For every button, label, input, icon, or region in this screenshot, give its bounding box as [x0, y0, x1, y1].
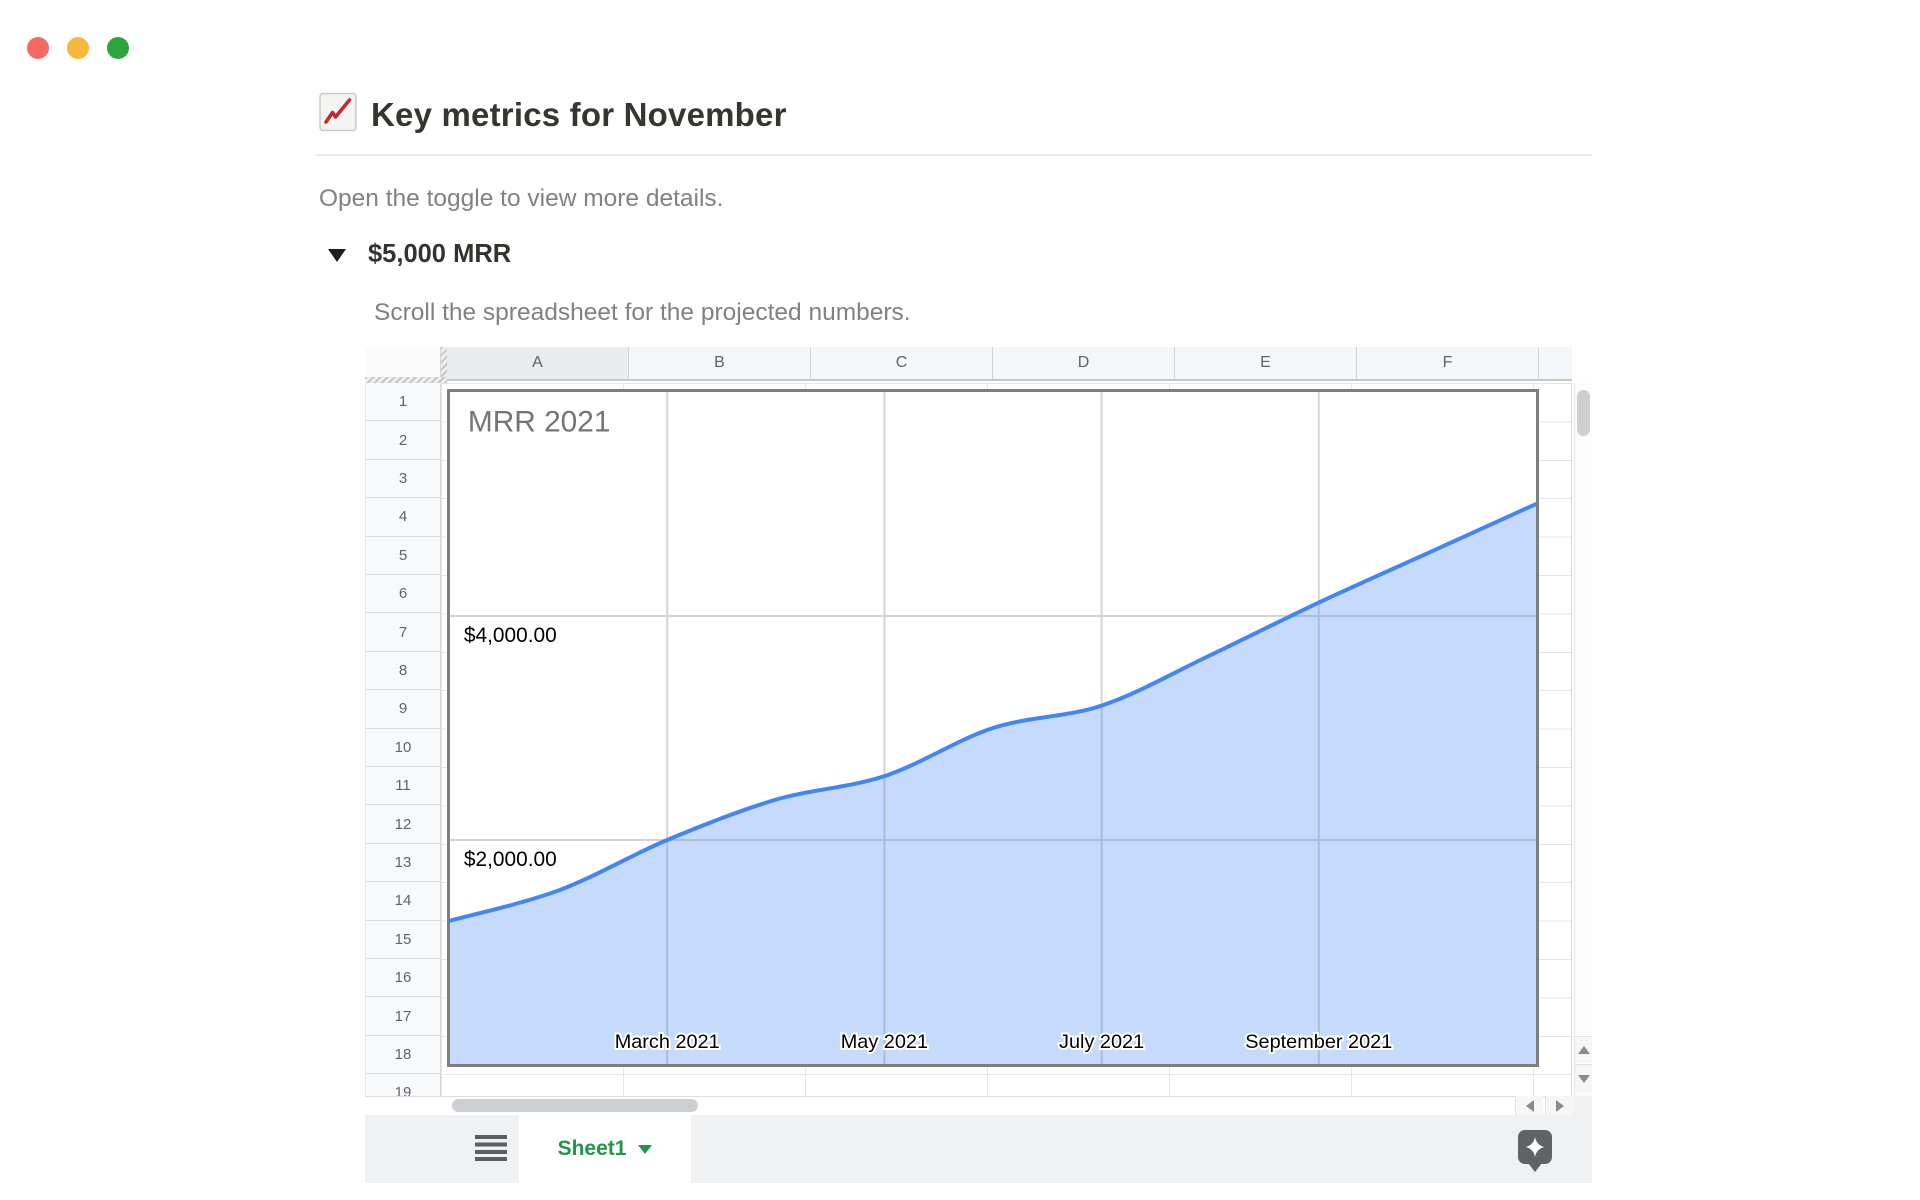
explore-button-tail — [1528, 1163, 1542, 1172]
row-header-2[interactable]: 2 — [365, 421, 441, 460]
row-header-19[interactable]: 19 — [365, 1074, 441, 1096]
explore-button[interactable] — [1518, 1130, 1552, 1164]
freeze-divider — [365, 377, 447, 383]
triangle-up-icon — [1577, 1046, 1590, 1054]
traffic-light-minimize-button[interactable] — [67, 37, 89, 59]
series-line — [450, 502, 1536, 923]
row-header-8[interactable]: 8 — [365, 651, 441, 691]
sheet-tab[interactable]: Sheet1 — [519, 1115, 691, 1183]
traffic-light-zoom-button[interactable] — [107, 37, 129, 59]
column-header-A[interactable]: A — [447, 347, 629, 381]
row-header-18[interactable]: 18 — [365, 1035, 441, 1075]
window-controls — [27, 37, 129, 59]
triangle-left-icon — [1525, 1099, 1534, 1112]
row-header-3[interactable]: 3 — [365, 459, 441, 499]
scrollbar-corner — [1573, 1096, 1592, 1115]
column-header-partial[interactable] — [1539, 347, 1572, 381]
scroll-right-button[interactable] — [1545, 1096, 1573, 1115]
row-header-7[interactable]: 7 — [365, 613, 441, 652]
chart-title: MRR 2021 — [468, 406, 611, 439]
row-headers: 1 2 3 4 5 6 7 8 9 10 11 12 13 14 15 16 17 18 19 — [365, 383, 441, 1096]
toggle-body-text: Scroll the spreadsheet for the projected… — [374, 299, 911, 326]
triangle-down-icon — [1577, 1074, 1590, 1083]
row-header-5[interactable]: 5 — [365, 536, 441, 575]
chart-increasing-emoji — [318, 92, 358, 137]
traffic-light-close-button[interactable] — [27, 37, 49, 59]
column-header-F[interactable]: F — [1357, 347, 1539, 381]
row-header-4[interactable]: 4 — [365, 498, 441, 537]
column-header-E[interactable]: E — [1175, 347, 1357, 381]
vertical-scrollbar-thumb[interactable] — [1577, 390, 1590, 436]
scroll-down-button[interactable] — [1574, 1064, 1592, 1092]
x-axis-tick-label: March 2021 — [615, 1031, 720, 1053]
sheet-tab-dropdown-icon[interactable] — [638, 1144, 653, 1154]
row-header-16[interactable]: 16 — [365, 959, 441, 998]
scroll-up-button[interactable] — [1574, 1036, 1592, 1063]
column-header-D[interactable]: D — [993, 347, 1175, 381]
y-axis-tick-label: $2,000.00 — [464, 848, 557, 871]
column-header-C[interactable]: C — [811, 347, 993, 381]
row-header-6[interactable]: 6 — [365, 575, 441, 614]
y-axis-tick-label: $4,000.00 — [464, 624, 557, 647]
mrr-chart[interactable]: $2,000.00 $4,000.00 March 2021 May 2021 July… — [447, 389, 1539, 1067]
intro-text: Open the toggle to view more details. — [319, 185, 724, 212]
area-fill — [450, 504, 1536, 1064]
toggle-label[interactable]: $5,000 MRR — [368, 240, 512, 268]
x-axis-tick-label: May 2021 — [841, 1031, 928, 1053]
x-axis-tick-label: July 2021 — [1059, 1031, 1144, 1053]
all-sheets-menu-icon[interactable] — [475, 1135, 507, 1161]
title-divider — [316, 154, 1592, 156]
sheet-tab-label: Sheet1 — [557, 1137, 627, 1160]
row-header-12[interactable]: 12 — [365, 805, 441, 844]
row-header-17[interactable]: 17 — [365, 997, 441, 1036]
vertical-scrollbar[interactable] — [1574, 383, 1592, 1096]
row-header-1[interactable]: 1 — [365, 383, 441, 422]
row-header-15[interactable]: 15 — [365, 920, 441, 959]
freeze-divider — [441, 347, 447, 377]
column-header-B[interactable]: B — [629, 347, 811, 381]
page-title: Key metrics for November — [371, 95, 787, 133]
sheet-tab-bar: Sheet1 — [365, 1115, 1592, 1183]
row-header-13[interactable]: 13 — [365, 843, 441, 883]
row-header-14[interactable]: 14 — [365, 882, 441, 921]
sparkle-star-icon — [1525, 1137, 1545, 1157]
toggle-block[interactable]: $5,000 MRR — [328, 240, 511, 269]
horizontal-scrollbar-thumb[interactable] — [452, 1099, 698, 1112]
row-header-11[interactable]: 11 — [365, 767, 441, 806]
triangle-right-icon — [1555, 1099, 1564, 1112]
select-all-corner[interactable] — [365, 347, 441, 377]
row-header-10[interactable]: 10 — [365, 728, 441, 767]
row-header-9[interactable]: 9 — [365, 690, 441, 729]
scroll-left-button[interactable] — [1515, 1096, 1543, 1115]
toggle-open-icon[interactable] — [328, 249, 346, 262]
x-axis-tick-label: September 2021 — [1245, 1031, 1392, 1053]
